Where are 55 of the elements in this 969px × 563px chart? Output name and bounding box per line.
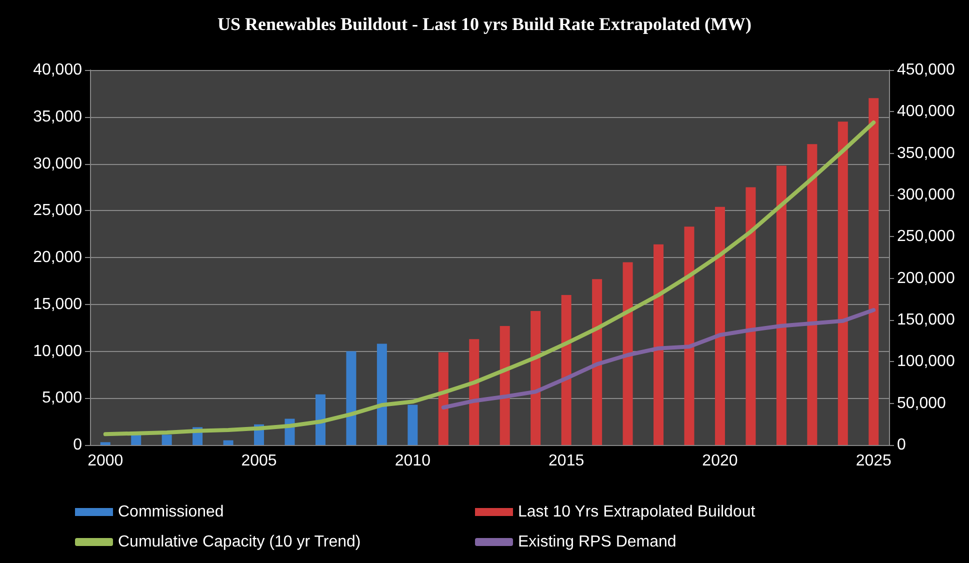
y2-tick-label: 150,000: [897, 312, 955, 328]
bar: [530, 310, 541, 445]
bar: [223, 440, 234, 445]
line-series: [441, 308, 876, 410]
bar: [622, 262, 633, 445]
legend-label: Commissioned: [118, 504, 224, 520]
bar: [776, 166, 786, 445]
x-tick-label: 2015: [548, 452, 584, 470]
y-tick-label: 25,000: [33, 202, 82, 220]
bar: [162, 434, 172, 445]
legend-label: Cumulative Capacity (10 yr Trend): [118, 534, 361, 550]
y2-tick-label: 350,000: [897, 144, 955, 162]
bar: [746, 187, 756, 445]
line-series: [103, 120, 876, 436]
y2-tick-label: 400,000: [897, 103, 955, 120]
y-tick-label: 0: [73, 436, 82, 454]
bar: [868, 98, 879, 445]
x-tick-label: 2025: [856, 452, 892, 470]
y2-tick-label: 50,000: [897, 394, 946, 412]
x-tick-label: 2005: [241, 452, 277, 470]
y-tick-label: 10,000: [33, 342, 82, 360]
legend-label: Existing RPS Demand: [518, 534, 676, 550]
y2-tick-label: 250,000: [897, 228, 955, 246]
y2-tick-label: 0: [897, 436, 906, 454]
bar: [346, 351, 356, 445]
bar: [315, 394, 326, 445]
y2-tick-label: 100,000: [897, 353, 955, 370]
y-tick-label: 5,000: [42, 390, 82, 407]
y-tick-label: 15,000: [33, 296, 82, 313]
y2-tick-label: 450,000: [897, 62, 955, 78]
bar: [100, 442, 110, 445]
bar: [807, 144, 818, 445]
y-tick-label: 35,000: [33, 108, 82, 126]
bar: [592, 279, 602, 445]
y-tick-label: 20,000: [33, 249, 82, 266]
y-tick-label: 40,000: [33, 62, 82, 78]
bar: [408, 404, 418, 445]
x-tick-label: 2020: [702, 452, 738, 470]
bar: [438, 352, 448, 445]
x-tick-label: 2000: [88, 452, 124, 470]
bar: [131, 434, 142, 445]
y2-tick-label: 200,000: [897, 270, 955, 287]
bar: [469, 339, 480, 445]
bar: [561, 295, 572, 445]
chart-title: US Renewables Buildout - Last 10 yrs Build Rate Extrapolated (MW): [217, 14, 752, 34]
legend-label: Last 10 Yrs Extrapolated Buildout: [518, 504, 756, 520]
y-tick-label: 30,000: [33, 155, 82, 172]
x-tick-label: 2010: [394, 452, 431, 470]
bar: [500, 326, 510, 445]
bar: [376, 344, 387, 445]
bar: [838, 122, 848, 445]
y2-tick-label: 300,000: [897, 186, 955, 204]
bar: [654, 244, 664, 445]
bar: [714, 206, 725, 445]
bar: [684, 226, 694, 445]
